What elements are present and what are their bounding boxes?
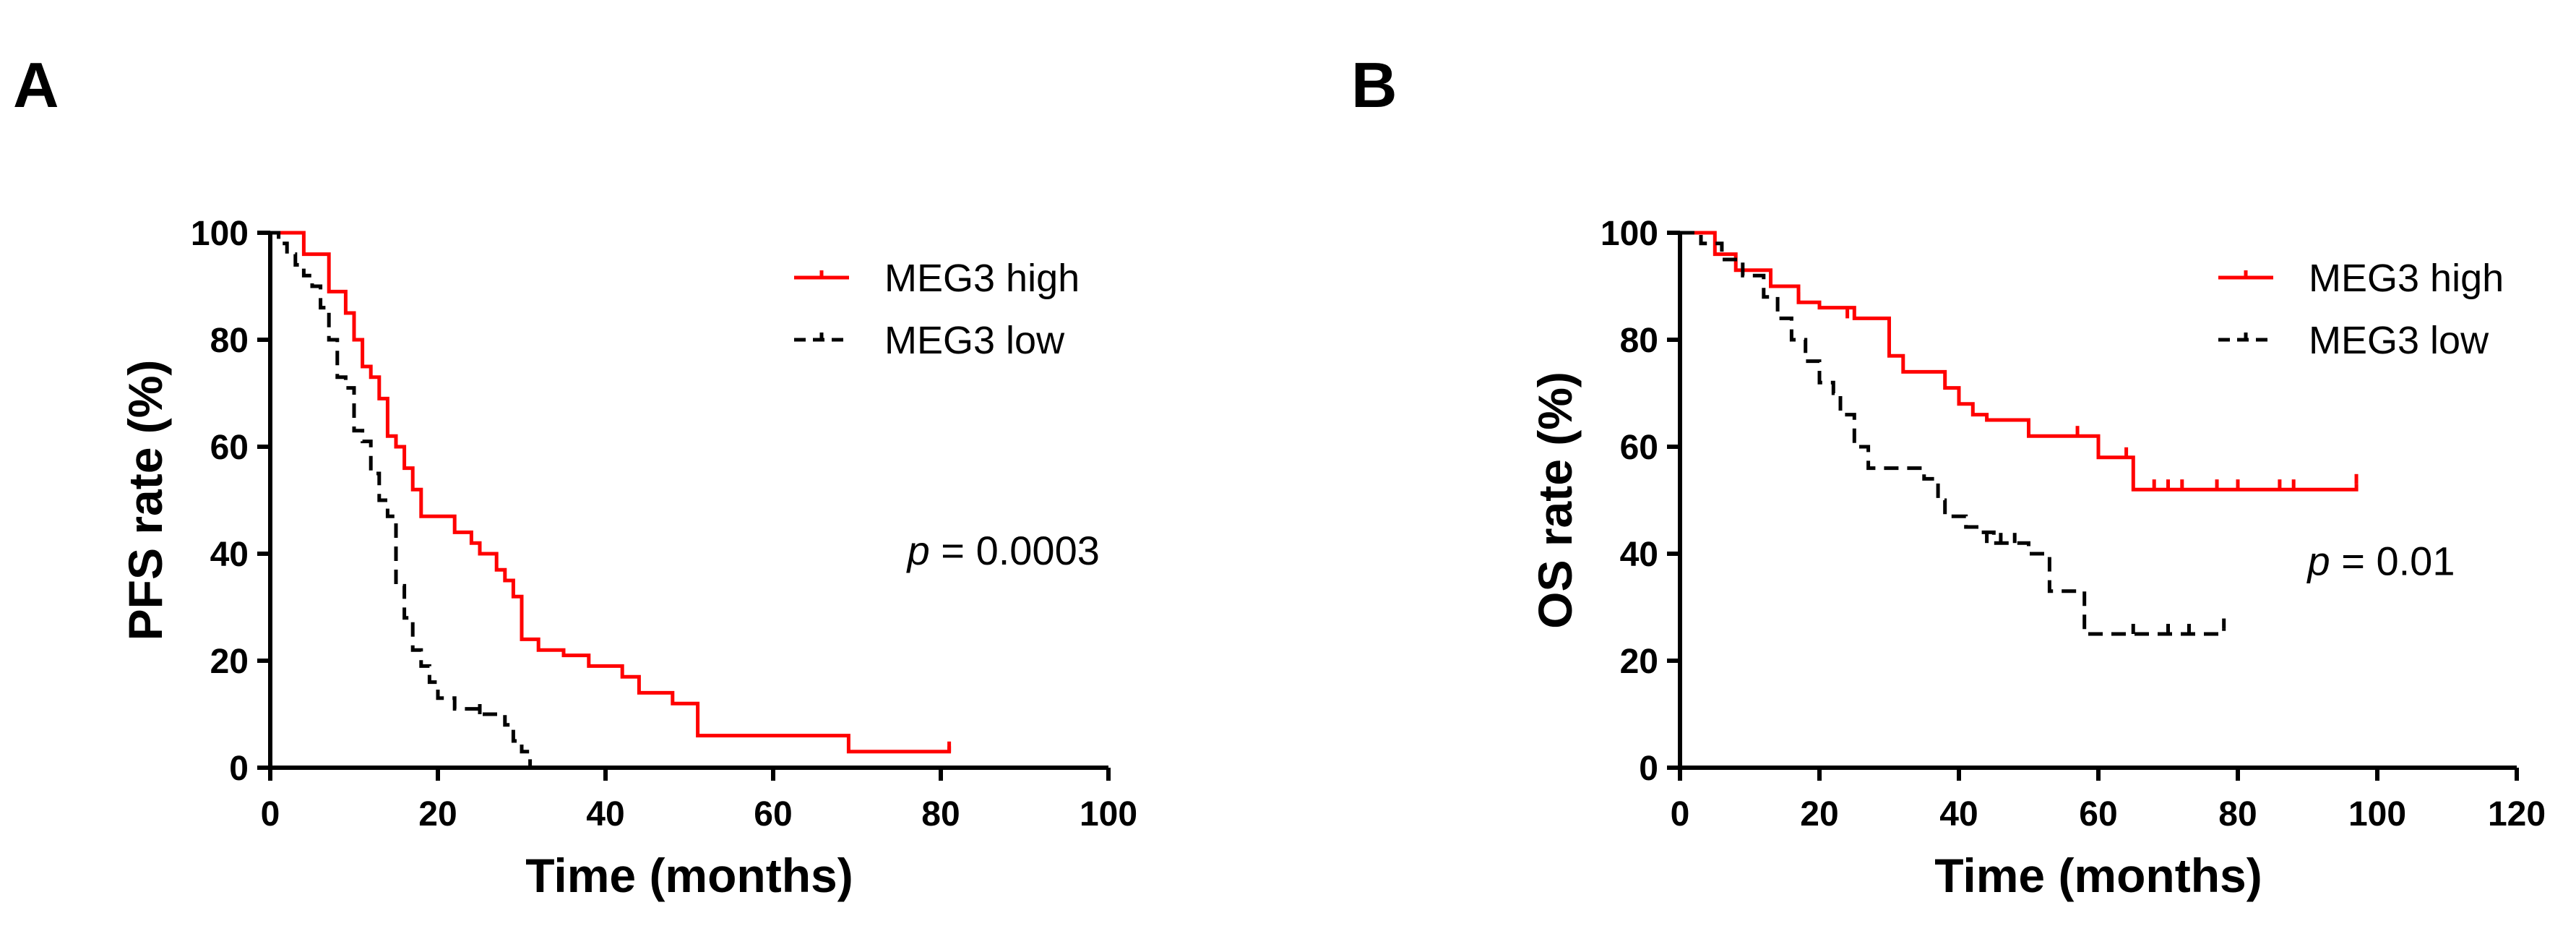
panel-label-a: A bbox=[13, 49, 59, 121]
panel-a-xtick-label: 40 bbox=[586, 795, 624, 833]
panel-a-y-axis-title: PFS rate (%) bbox=[119, 360, 172, 641]
panel-b-p-symbol: p bbox=[2306, 539, 2330, 584]
panel-b-ytick-label: 60 bbox=[1620, 429, 1658, 467]
panel-a-xtick-label: 60 bbox=[754, 795, 792, 833]
panel-b-curve-meg3-low bbox=[1680, 231, 2226, 636]
panel-a-ytick-label: 20 bbox=[210, 643, 249, 681]
panel-a-series-high bbox=[270, 231, 952, 754]
panel-b-plot: 0 20 40 60 80 100 0 20 40 60 80 10 bbox=[1528, 215, 2546, 902]
panel-b-y-ticks: 0 20 40 60 80 100 bbox=[1601, 215, 1680, 788]
panel-b-legend: MEG3 high MEG3 low bbox=[2218, 257, 2504, 362]
panel-a-ytick-label: 0 bbox=[229, 750, 249, 788]
panel-a-y-ticks: 0 20 40 60 80 100 bbox=[191, 215, 270, 788]
panel-b-xtick-label: 100 bbox=[2348, 795, 2406, 833]
panel-b-curve-meg3-high bbox=[1680, 231, 2359, 492]
panel-b-legend-entry-high: MEG3 high bbox=[2218, 257, 2504, 300]
panel-a-legend-label-low: MEG3 low bbox=[884, 319, 1065, 362]
panel-b-p-text: = 0.01 bbox=[2330, 539, 2455, 584]
panel-b-p-value: p = 0.01 bbox=[2306, 539, 2455, 584]
panel-b-ytick-label: 40 bbox=[1620, 536, 1658, 574]
panel-b-censor-marks-high bbox=[1796, 292, 2359, 490]
panel-a-plot: 0 20 40 60 80 100 0 20 40 60 80 100 bbox=[119, 215, 1137, 902]
panel-a-p-symbol: p bbox=[906, 528, 930, 573]
panel-a-xtick-label: 0 bbox=[261, 795, 280, 833]
panel-a-curve-meg3-low bbox=[270, 231, 533, 768]
panel-b-ytick-label: 20 bbox=[1620, 643, 1658, 681]
panel-b-xtick-label: 80 bbox=[2218, 795, 2257, 833]
panel-b-ytick-label: 100 bbox=[1601, 215, 1658, 253]
panel-a-xtick-label: 20 bbox=[418, 795, 457, 833]
panel-b-ytick-label: 80 bbox=[1620, 322, 1658, 360]
panel-a-xtick-label: 80 bbox=[921, 795, 960, 833]
panel-a-legend: MEG3 high MEG3 low bbox=[794, 257, 1080, 362]
panel-a: A 0 20 40 60 80 100 bbox=[13, 49, 1137, 902]
panel-b-legend-entry-low: MEG3 low bbox=[2218, 319, 2489, 362]
panel-a-x-ticks: 0 20 40 60 80 100 bbox=[261, 768, 1137, 833]
panel-a-xtick-label: 100 bbox=[1080, 795, 1137, 833]
panel-b-xtick-label: 60 bbox=[2079, 795, 2117, 833]
panel-a-ytick-label: 80 bbox=[210, 322, 249, 360]
panel-b-ytick-label: 0 bbox=[1639, 750, 1658, 788]
panel-a-series-low bbox=[270, 231, 533, 768]
panel-b: B 0 20 40 60 80 100 bbox=[1351, 49, 2546, 902]
panel-b-y-axis-title: OS rate (%) bbox=[1528, 372, 1582, 629]
panel-b-censor-marks-low bbox=[1985, 533, 2226, 634]
panel-a-legend-label-high: MEG3 high bbox=[884, 257, 1080, 300]
panel-label-b: B bbox=[1351, 49, 1397, 121]
panel-b-xtick-label: 40 bbox=[1939, 795, 1978, 833]
panel-b-series-high bbox=[1680, 231, 2359, 492]
panel-b-legend-label-high: MEG3 high bbox=[2309, 257, 2504, 300]
panel-b-xtick-label: 20 bbox=[1800, 795, 1838, 833]
panel-b-xtick-label: 0 bbox=[1671, 795, 1690, 833]
panel-b-legend-label-low: MEG3 low bbox=[2309, 319, 2489, 362]
panel-a-ytick-label: 100 bbox=[191, 215, 249, 253]
panel-b-series-low bbox=[1680, 231, 2226, 636]
panel-b-xtick-label: 120 bbox=[2488, 795, 2546, 833]
panel-a-x-axis-title: Time (months) bbox=[525, 849, 853, 902]
panel-a-curve-meg3-high bbox=[270, 231, 952, 754]
panel-a-p-text: = 0.0003 bbox=[930, 528, 1100, 573]
panel-a-legend-entry-high: MEG3 high bbox=[794, 257, 1080, 300]
panel-b-x-ticks: 0 20 40 60 80 100 120 bbox=[1671, 768, 2546, 833]
panel-a-legend-entry-low: MEG3 low bbox=[794, 319, 1065, 362]
panel-a-ytick-label: 40 bbox=[210, 536, 249, 574]
panel-a-ytick-label: 60 bbox=[210, 429, 249, 467]
panel-a-p-value: p = 0.0003 bbox=[906, 528, 1100, 573]
panel-b-x-axis-title: Time (months) bbox=[1934, 849, 2262, 902]
